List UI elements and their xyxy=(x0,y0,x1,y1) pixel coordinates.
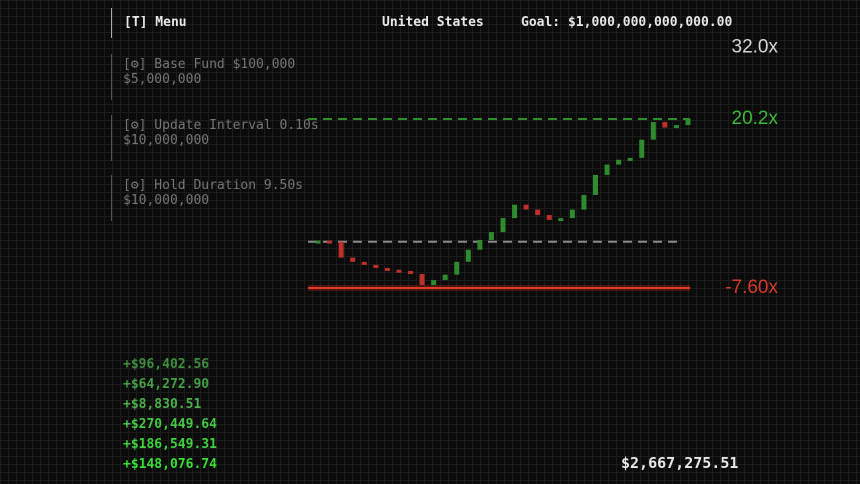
upgrade-price: $10,000,000 xyxy=(123,193,210,208)
candle xyxy=(662,122,668,128)
candle xyxy=(350,257,356,262)
candle xyxy=(650,122,656,140)
gain-entry: +$270,449.64 xyxy=(123,417,217,432)
upgrade[interactable]: [⚙] Base Fund $100,000 $5,000,000 xyxy=(111,54,331,100)
upgrade[interactable]: [⚙] Update Interval 0.10s $10,000,000 xyxy=(111,115,331,161)
gain-entry: +$186,549.31 xyxy=(123,437,217,452)
candle xyxy=(535,209,541,216)
candle xyxy=(604,164,610,175)
candle xyxy=(616,159,622,165)
candle xyxy=(373,264,379,268)
menu-button[interactable]: [T] Menu xyxy=(111,8,187,38)
gain-entry: +$96,402.56 xyxy=(123,357,210,372)
top-multiplier: 32.0x xyxy=(732,36,779,57)
candle xyxy=(523,204,529,210)
candle xyxy=(673,125,679,129)
upgrade-label: [⚙] Hold Duration 9.50s xyxy=(123,178,304,193)
candle xyxy=(639,139,645,158)
candle xyxy=(338,241,344,258)
gain-entry: +$64,272.90 xyxy=(123,377,210,392)
candle xyxy=(419,274,425,285)
candle xyxy=(431,280,437,285)
candle xyxy=(500,218,506,233)
candle xyxy=(408,270,413,275)
candle xyxy=(558,218,564,222)
candle xyxy=(593,174,598,195)
upgrade-label: [⚙] Update Interval 0.10s xyxy=(123,118,319,133)
candle xyxy=(569,209,575,219)
upgrade-price: $10,000,000 xyxy=(123,133,210,148)
candle xyxy=(361,261,367,265)
candle xyxy=(454,261,460,275)
candle xyxy=(581,194,587,210)
goal: Goal: $1,000,000,000,000.00 xyxy=(521,15,733,30)
upgrade-price: $5,000,000 xyxy=(123,72,202,87)
upgrade[interactable]: [⚙] Hold Duration 9.50s $10,000,000 xyxy=(111,175,331,221)
candle xyxy=(546,215,552,220)
gain-entry: +$148,076.74 xyxy=(123,457,217,472)
candle xyxy=(327,240,333,244)
candle xyxy=(442,274,448,281)
candle xyxy=(488,232,494,240)
stop-multiplier: -7.60x xyxy=(725,277,778,298)
candle xyxy=(512,204,518,219)
candle xyxy=(627,157,633,161)
candle xyxy=(384,267,390,271)
candle xyxy=(685,119,691,126)
balance: $2,667,275.51 xyxy=(621,454,739,472)
country: United States xyxy=(382,15,484,30)
target-multiplier: 20.2x xyxy=(732,108,779,129)
candle xyxy=(315,240,321,244)
candle xyxy=(465,249,471,262)
candle xyxy=(477,239,483,250)
upgrade-label: [⚙] Base Fund $100,000 xyxy=(123,57,296,72)
gain-entry: +$8,830.51 xyxy=(123,397,202,412)
candle xyxy=(396,269,402,273)
